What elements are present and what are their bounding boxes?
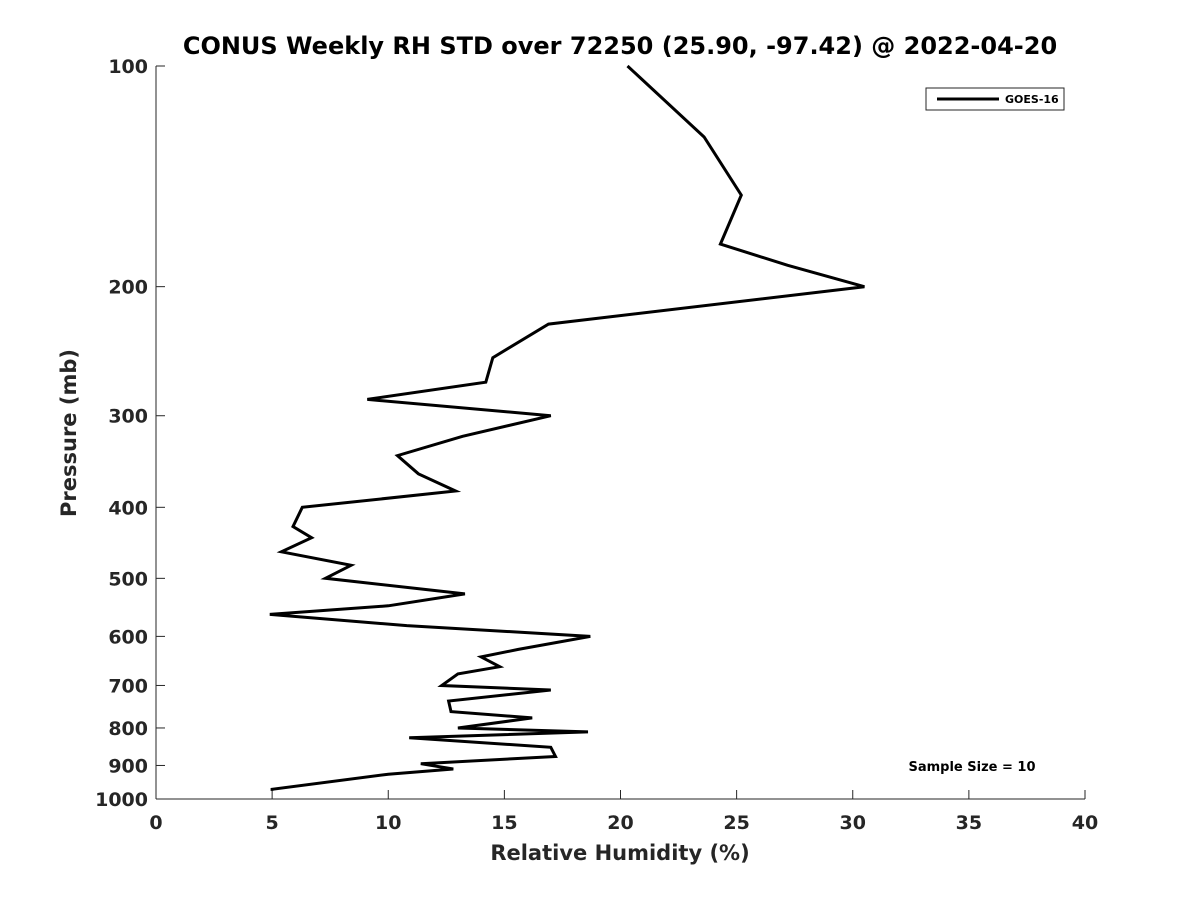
x-tick-label-5: 5 [266, 812, 279, 834]
x-axis-label: Relative Humidity (%) [490, 841, 749, 865]
x-tick-label-0: 0 [149, 812, 162, 834]
y-tick-label-900: 900 [108, 755, 148, 777]
y-tick-label-400: 400 [108, 497, 148, 519]
y-axis-label: Pressure (mb) [57, 349, 81, 517]
series-line-goes-16 [269, 64, 865, 791]
x-tick-label-20: 20 [607, 812, 633, 834]
chart-title: CONUS Weekly RH STD over 72250 (25.90, -… [183, 32, 1057, 60]
ticks: 0 5 10 15 20 25 30 35 40 100 200 300 400 500 600 700 800… [95, 56, 1098, 834]
legend: GOES-16 [925, 87, 1065, 111]
sample-size-annotation: Sample Size = 10 [908, 760, 1035, 775]
x-tick-label-25: 25 [723, 812, 749, 834]
x-tick-label-10: 10 [375, 812, 401, 834]
y-tick-label-300: 300 [108, 406, 148, 428]
x-tick-label-35: 35 [956, 812, 982, 834]
x-tick-label-40: 40 [1072, 812, 1098, 834]
legend-entry-goes-16: GOES-16 [1005, 93, 1059, 106]
y-tick-label-700: 700 [108, 675, 148, 697]
y-tick-label-200: 200 [108, 277, 148, 299]
x-tick-label-30: 30 [840, 812, 866, 834]
y-tick-label-800: 800 [108, 718, 148, 740]
y-tick-label-100: 100 [108, 56, 148, 78]
axes [155, 66, 1085, 800]
x-tick-label-15: 15 [491, 812, 517, 834]
y-tick-label-600: 600 [108, 626, 148, 648]
y-tick-label-500: 500 [108, 568, 148, 590]
series-layer [269, 64, 865, 791]
y-tick-label-1000: 1000 [95, 789, 148, 811]
